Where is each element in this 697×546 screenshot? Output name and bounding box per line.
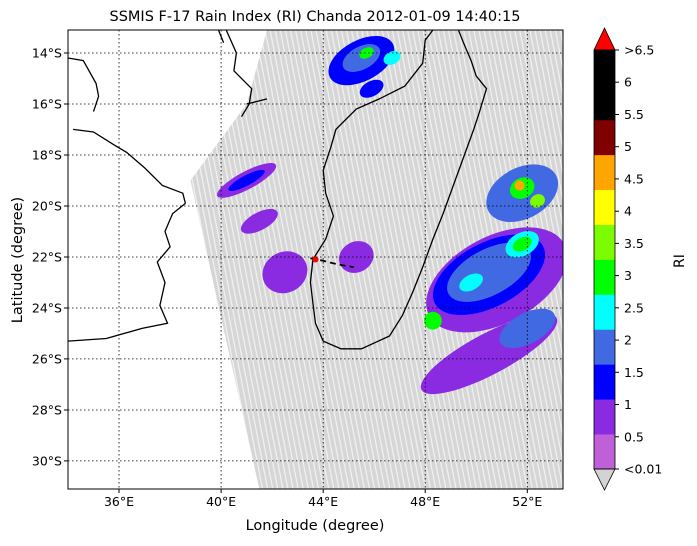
y-tick-label: 14°S xyxy=(32,46,62,61)
colorbar-segment xyxy=(594,119,615,156)
rain-cell xyxy=(424,311,442,330)
x-tick-labels: 36°E 40°E 44°E 48°E 52°E xyxy=(104,489,542,509)
colorbar-tick-label: 3 xyxy=(624,268,632,283)
y-tick-label: 24°S xyxy=(32,301,62,316)
colorbar-segment xyxy=(594,84,615,121)
colorbar-segment xyxy=(594,399,615,435)
colorbar-segment xyxy=(594,364,615,400)
y-tick-label: 16°S xyxy=(32,97,62,112)
y-tick-labels: 14°S 16°S 18°S 20°S 22°S 24°S 26°S 28°S 30°S xyxy=(32,46,68,468)
map-area xyxy=(68,30,563,489)
colorbar-tick-label: 0.5 xyxy=(624,429,644,444)
colorbar-tick-label: 2.5 xyxy=(624,300,644,315)
colorbar-segment xyxy=(594,259,615,295)
colorbar-tick-label: 1 xyxy=(624,397,632,412)
colorbar-segment xyxy=(594,329,615,365)
y-tick-label: 30°S xyxy=(32,453,62,468)
y-axis-label: Latitude (degree) xyxy=(10,197,26,323)
colorbar-tick-label: 4 xyxy=(624,204,632,219)
y-tick-label: 18°S xyxy=(32,148,62,163)
colorbar-tick-label: 5.5 xyxy=(624,107,644,122)
colorbar: <0.01 0.5 1 1.5 2 2.5 3 3.5 4 4.5 5 5.5 6 >6.5 xyxy=(593,27,662,491)
x-tick-label: 44°E xyxy=(308,494,338,509)
colorbar-under-triangle xyxy=(593,468,616,491)
storm-track xyxy=(310,257,354,268)
y-tick-label: 28°S xyxy=(32,403,62,418)
coastline xyxy=(217,30,225,44)
x-axis-label: Longitude (degree) xyxy=(246,518,385,534)
x-tick-label: 48°E xyxy=(410,494,440,509)
rain-cell xyxy=(383,50,401,66)
map-frame xyxy=(67,29,564,490)
colorbar-over-triangle xyxy=(593,27,616,51)
colorbar-tick-label: 3.5 xyxy=(624,236,644,251)
rain-cell xyxy=(530,194,545,208)
rain-cell xyxy=(262,251,308,294)
coastline xyxy=(68,202,186,342)
colorbar-segment xyxy=(594,434,615,470)
colorbar-segment xyxy=(594,189,615,225)
colorbar-segment xyxy=(594,224,615,260)
rain-cell xyxy=(359,79,384,98)
coastline xyxy=(246,98,268,105)
rain-cell xyxy=(240,208,278,234)
colorbar-segment xyxy=(594,50,615,86)
y-tick-label: 22°S xyxy=(32,250,62,265)
colorbar-frame xyxy=(593,49,616,470)
x-tick-label: 40°E xyxy=(206,494,236,509)
coastline xyxy=(322,30,488,350)
colorbar-segment xyxy=(594,294,615,330)
coastline xyxy=(73,128,187,204)
colorbar-tick-label: 2 xyxy=(624,333,632,348)
colorbar-tick-label: <0.01 xyxy=(624,462,662,477)
rain-cell xyxy=(228,169,265,191)
rain-cell xyxy=(499,308,556,349)
gridlines xyxy=(68,30,563,489)
chart-title: SSMIS F-17 Rain Index (RI) Chanda 2012-0… xyxy=(110,9,521,25)
x-tick-label: 52°E xyxy=(512,494,542,509)
colorbar-tick-label: >6.5 xyxy=(624,43,654,58)
storm-center-marker xyxy=(312,256,319,263)
colorbar-tick-label: 6 xyxy=(624,75,632,90)
rain-cell xyxy=(512,236,532,252)
rain-cell xyxy=(359,47,374,59)
colorbar-tick-label: 1.5 xyxy=(624,365,644,380)
rain-index-layer xyxy=(216,35,563,395)
colorbar-label: RI xyxy=(672,254,688,268)
y-tick-label: 20°S xyxy=(32,199,62,214)
coastline xyxy=(225,30,253,118)
rain-cell xyxy=(514,180,525,191)
colorbar-segment xyxy=(594,154,615,191)
colorbar-tick-label: 5 xyxy=(624,139,632,154)
coastline xyxy=(68,57,100,112)
y-tick-label: 26°S xyxy=(32,351,62,366)
x-tick-label: 36°E xyxy=(104,494,134,509)
rain-cell xyxy=(459,273,483,292)
colorbar-tick-label: 4.5 xyxy=(624,171,644,186)
